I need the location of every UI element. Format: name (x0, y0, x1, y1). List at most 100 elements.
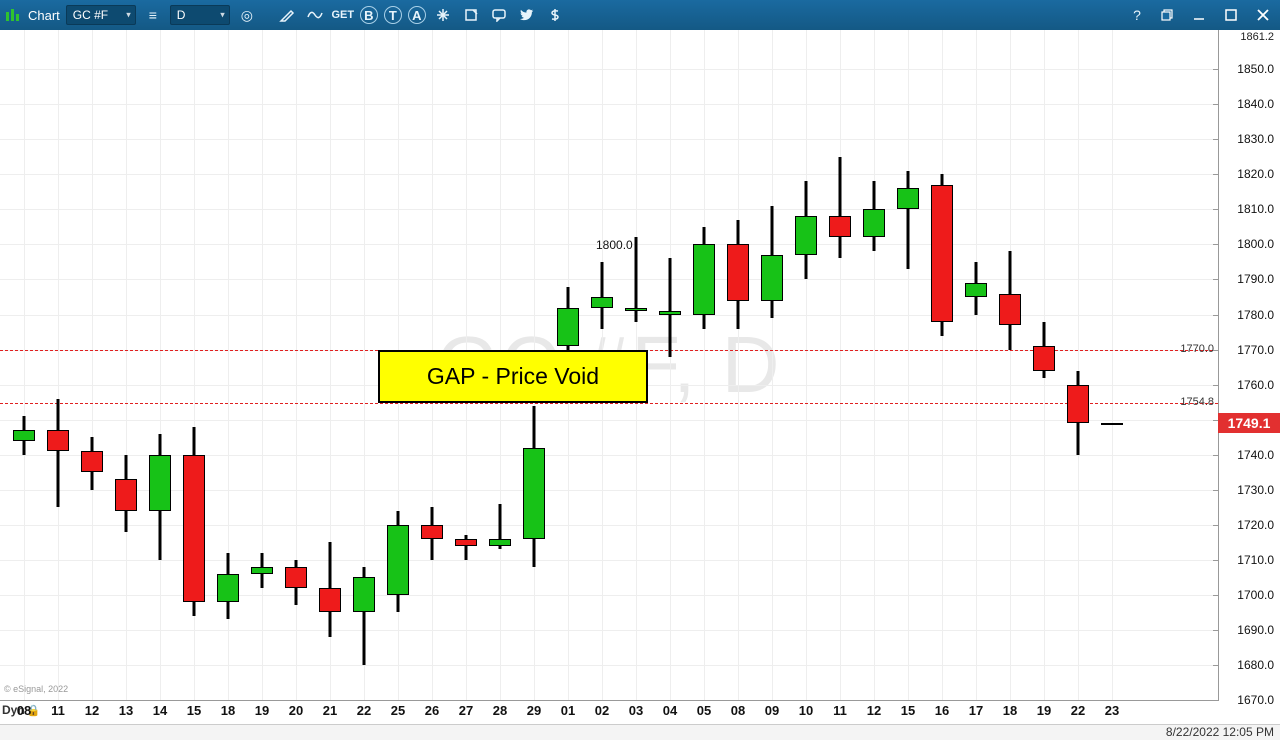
b-tool-icon[interactable]: B (360, 6, 378, 24)
candle (1067, 30, 1089, 700)
candle (251, 30, 273, 700)
candle (591, 30, 613, 700)
symbol-dropdown[interactable]: GC #F ▾ (66, 5, 136, 25)
candle (1101, 30, 1123, 700)
candle (761, 30, 783, 700)
x-tick-label: 09 (765, 703, 779, 718)
y-tick-label: 1820.0 (1237, 167, 1274, 181)
x-tick-label: 23 (1105, 703, 1119, 718)
y-tick-label: 1760.0 (1237, 378, 1274, 392)
timestamp: 8/22/2022 12:05 PM (1166, 725, 1274, 739)
x-tick-label: 22 (357, 703, 371, 718)
help-icon[interactable]: ? (1126, 4, 1148, 26)
candle (965, 30, 987, 700)
x-tick-label: 05 (697, 703, 711, 718)
y-tick-label: 1710.0 (1237, 553, 1274, 567)
interval-value: D (177, 8, 186, 22)
chart-plot-area[interactable]: GC #F, D 1770.01754.8GAP - Price Void180… (0, 30, 1218, 700)
x-tick-label: 15 (901, 703, 915, 718)
copyright: © eSignal, 2022 (4, 684, 68, 694)
chevron-down-icon: ▾ (126, 10, 131, 21)
candle (115, 30, 137, 700)
candle (1033, 30, 1055, 700)
y-tick-label: 1680.0 (1237, 658, 1274, 672)
y-tick-label: 1770.0 (1237, 343, 1274, 357)
plus-icon[interactable] (432, 4, 454, 26)
y-tick-label: 1800.0 (1237, 237, 1274, 251)
candle (353, 30, 375, 700)
pencil-icon[interactable] (276, 4, 298, 26)
x-tick-label: 25 (391, 703, 405, 718)
candle (47, 30, 69, 700)
candle (625, 30, 647, 700)
close-icon[interactable] (1250, 4, 1276, 26)
candle (693, 30, 715, 700)
x-tick-label: 17 (969, 703, 983, 718)
candle (999, 30, 1021, 700)
x-tick-label: 13 (119, 703, 133, 718)
x-tick-label: 12 (85, 703, 99, 718)
minimize-icon[interactable] (1186, 4, 1212, 26)
candle (183, 30, 205, 700)
x-tick-label: 22 (1071, 703, 1085, 718)
a-tool-icon[interactable]: A (408, 6, 426, 24)
x-tick-label: 02 (595, 703, 609, 718)
candle (421, 30, 443, 700)
x-tick-label: 08 (17, 703, 31, 718)
twitter-icon[interactable] (516, 4, 538, 26)
candle (897, 30, 919, 700)
app-title: Chart (28, 8, 60, 23)
candle (319, 30, 341, 700)
y-tick-label: 1790.0 (1237, 272, 1274, 286)
x-axis[interactable]: Dyn 🔒 0811121314151819202122252627282901… (0, 700, 1218, 724)
x-tick-label: 11 (833, 703, 847, 718)
x-tick-label: 01 (561, 703, 575, 718)
chat-icon[interactable] (488, 4, 510, 26)
x-tick-label: 08 (731, 703, 745, 718)
x-tick-label: 14 (153, 703, 167, 718)
candle (557, 30, 579, 700)
y-max-label: 1861.2 (1240, 31, 1274, 43)
x-tick-label: 12 (867, 703, 881, 718)
candle (13, 30, 35, 700)
restore-icon[interactable] (1154, 4, 1180, 26)
x-tick-label: 03 (629, 703, 643, 718)
y-tick-label: 1810.0 (1237, 202, 1274, 216)
y-tick-label: 1730.0 (1237, 483, 1274, 497)
candle (455, 30, 477, 700)
x-tick-label: 20 (289, 703, 303, 718)
x-tick-label: 11 (51, 703, 65, 718)
target-icon[interactable]: ◎ (236, 4, 258, 26)
x-tick-label: 28 (493, 703, 507, 718)
symbol-value: GC #F (73, 8, 108, 22)
y-tick-label: 1720.0 (1237, 518, 1274, 532)
chevron-down-icon: ▾ (220, 10, 225, 21)
candle (795, 30, 817, 700)
x-tick-label: 04 (663, 703, 677, 718)
candle (217, 30, 239, 700)
list-icon[interactable]: ≡ (142, 4, 164, 26)
get-icon[interactable]: GET (332, 4, 354, 26)
y-tick-label: 1700.0 (1237, 588, 1274, 602)
wave-icon[interactable] (304, 4, 326, 26)
y-tick-label: 1690.0 (1237, 623, 1274, 637)
hline-price-label: 1754.8 (1180, 396, 1214, 408)
y-axis[interactable]: 1861.2 1850.01840.01830.01820.01810.0180… (1218, 30, 1280, 700)
dollar-icon[interactable] (544, 4, 566, 26)
x-tick-label: 16 (935, 703, 949, 718)
x-tick-label: 19 (1037, 703, 1051, 718)
t-tool-icon[interactable]: T (384, 6, 402, 24)
chart-icon (4, 6, 22, 24)
x-tick-label: 10 (799, 703, 813, 718)
y-tick-label: 1670.0 (1237, 693, 1274, 707)
note-icon[interactable] (460, 4, 482, 26)
hline-price-label: 1770.0 (1180, 343, 1214, 355)
candle (931, 30, 953, 700)
x-tick-label: 29 (527, 703, 541, 718)
y-tick-label: 1840.0 (1237, 97, 1274, 111)
interval-dropdown[interactable]: D ▾ (170, 5, 230, 25)
statusbar: 8/22/2022 12:05 PM (0, 724, 1280, 740)
titlebar: Chart GC #F ▾ ≡ D ▾ ◎ GET B T A ? (0, 0, 1280, 30)
maximize-icon[interactable] (1218, 4, 1244, 26)
current-price-tag: 1749.1 (1218, 413, 1280, 433)
